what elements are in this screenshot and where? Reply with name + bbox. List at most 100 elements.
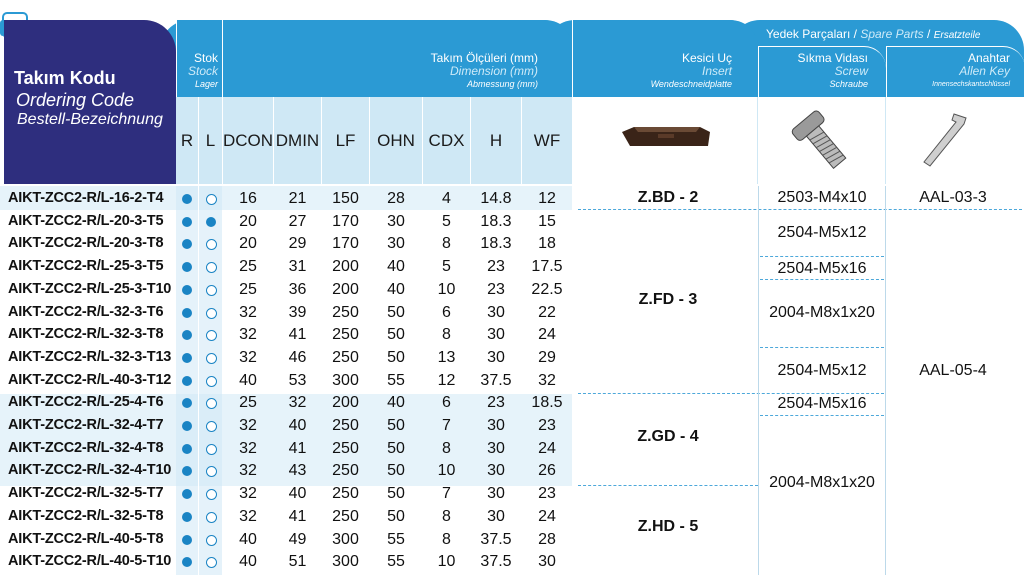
- stock-l-empty-dot: [206, 398, 217, 410]
- cell-wf: 32: [538, 371, 556, 389]
- screw-en: Screw: [834, 64, 868, 78]
- col-header-dmin: DMIN: [274, 97, 322, 184]
- cell-ohn: 28: [387, 190, 405, 207]
- cell-cdx: 10: [437, 462, 456, 480]
- insert-divider: [758, 186, 759, 575]
- cell-h: 30: [487, 348, 505, 366]
- cell-lf: 250: [332, 326, 359, 344]
- stock-r-filled-dot: [182, 443, 192, 454]
- cell-cdx: 5: [442, 212, 451, 230]
- screw-code-2: 2504-M5x12: [777, 224, 867, 241]
- stock-l-empty-dot: [206, 194, 217, 205]
- cell-dmin: 41: [288, 507, 307, 525]
- ordering-code: AIKT-ZCC2-R/L-20-3-T8: [8, 235, 164, 252]
- insert-code-zbd2: Z.BD - 2: [637, 189, 699, 206]
- cell-lf: 250: [332, 303, 359, 321]
- allen-key-icon: [923, 113, 967, 167]
- screw-de: Schraube: [829, 79, 868, 89]
- insert-code-zgd4: Z.GD - 4: [637, 428, 699, 445]
- spare-en: Spare Parts: [860, 27, 924, 41]
- cell-cdx: 8: [442, 235, 451, 253]
- key-code-1: AAL-03-3: [919, 189, 987, 206]
- cell-lf: 150: [332, 190, 359, 207]
- table-row: AIKT-ZCC2-R/L-32-5-T8 32 41 250 50 8 30 24: [0, 506, 572, 529]
- cell-cdx: 10: [437, 553, 456, 571]
- cell-wf: 22: [538, 303, 556, 321]
- ordering-code: AIKT-ZCC2-R/L-32-5-T8: [8, 507, 164, 524]
- cell-dmin: 46: [288, 348, 307, 366]
- screw-divider: [885, 186, 886, 575]
- cell-dcon: 32: [239, 417, 257, 434]
- table-row: AIKT-ZCC2-R/L-40-3-T12 40 53 300 55 12 37.5 32: [0, 370, 572, 393]
- group-band-t5: [0, 486, 572, 575]
- screw-code-3: 2504-M5x16: [777, 260, 867, 277]
- cell-wf: 23: [538, 417, 556, 434]
- rl-divider: [198, 186, 199, 575]
- cell-dmin: 43: [288, 462, 307, 480]
- cell-ohn: 50: [387, 462, 405, 480]
- cell-wf: 24: [538, 326, 556, 344]
- ordering-code: AIKT-ZCC2-R/L-16-2-T4: [8, 190, 164, 206]
- cell-dcon: 20: [239, 235, 257, 253]
- ordering-code: AIKT-ZCC2-R/L-25-3-T5: [8, 258, 164, 275]
- cell-cdx: 10: [437, 280, 456, 298]
- cell-dcon: 32: [239, 485, 257, 503]
- stock-r-filled-dot: [182, 421, 192, 431]
- cell-ohn: 55: [387, 371, 405, 389]
- cell-ohn: 40: [387, 394, 405, 412]
- code-title-en: Ordering Code: [16, 90, 135, 110]
- cell-cdx: 4: [442, 190, 451, 207]
- cell-dcon: 40: [239, 553, 257, 571]
- cell-lf: 250: [332, 348, 359, 366]
- dash-screw-3: [760, 347, 884, 348]
- spare-parts-title: Yedek Parçaları / Spare Parts / Ersatzte…: [766, 27, 980, 41]
- cell-h: 37.5: [480, 530, 512, 548]
- cell-wf: 28: [538, 530, 556, 548]
- cell-lf: 300: [332, 553, 359, 571]
- stock-l-empty-dot: [206, 239, 217, 251]
- screw-header: [758, 46, 886, 98]
- dash-row1: [578, 209, 1022, 210]
- insert-header: [572, 20, 759, 97]
- cell-ohn: 50: [387, 507, 405, 525]
- cell-ohn: 50: [387, 348, 405, 366]
- cell-dcon: 40: [239, 371, 257, 389]
- cell-dmin: 51: [288, 553, 307, 571]
- col-header-cdx: CDX: [423, 97, 471, 184]
- cell-lf: 170: [332, 212, 359, 230]
- screw-code-6: 2504-M5x16: [777, 395, 867, 412]
- cell-h: 30: [487, 485, 505, 503]
- cell-wf: 26: [538, 462, 556, 480]
- ordering-code: AIKT-ZCC2-R/L-25-3-T10: [8, 280, 172, 297]
- cell-h: 30: [487, 439, 505, 457]
- cell-cdx: 6: [442, 303, 451, 321]
- key-de: Innensechskantschlüssel: [932, 81, 1010, 88]
- cell-ohn: 50: [387, 326, 405, 344]
- stock-r-filled-dot: [182, 466, 192, 477]
- screw-code-5: 2504-M5x12: [777, 362, 867, 379]
- cell-ohn: 50: [387, 485, 405, 503]
- key-tr: Anahtar: [967, 51, 1010, 65]
- dash-screw-2: [760, 279, 884, 280]
- cell-cdx: 8: [442, 326, 451, 344]
- stock-l-empty-dot: [206, 262, 217, 274]
- stock-en: Stock: [187, 64, 218, 78]
- cell-h: 23: [487, 258, 505, 276]
- cell-dmin: 31: [288, 258, 307, 276]
- code-title-de: Bestell-Bezeichnung: [17, 111, 163, 128]
- cell-dmin: 29: [288, 235, 307, 253]
- stock-r-filled-dot: [182, 511, 192, 522]
- col-header-ohn: OHN: [370, 97, 423, 184]
- table-row: AIKT-ZCC2-R/L-32-4-T10 32 43 250 50 10 30 26: [0, 460, 572, 483]
- table-row: AIKT-ZCC2-R/L-32-5-T7 32 40 250 50 7 30 23: [0, 483, 572, 506]
- cell-dcon: 32: [239, 303, 257, 321]
- dash-screw-4: [760, 415, 884, 416]
- col-header-dcon: DCON: [223, 97, 274, 184]
- cell-dcon: 40: [239, 530, 257, 548]
- stock-r-filled-dot: [182, 352, 192, 363]
- stock-l-empty-dot: [206, 557, 217, 569]
- table-row: AIKT-ZCC2-R/L-32-3-T6 32 39 250 50 6 30 22: [0, 302, 572, 325]
- stock-l-empty-dot: [206, 443, 217, 455]
- table-row: AIKT-ZCC2-R/L-32-4-T8 32 41 250 50 8 30 24: [0, 438, 572, 461]
- screw-code-7: 2004-M8x1x20: [769, 474, 875, 491]
